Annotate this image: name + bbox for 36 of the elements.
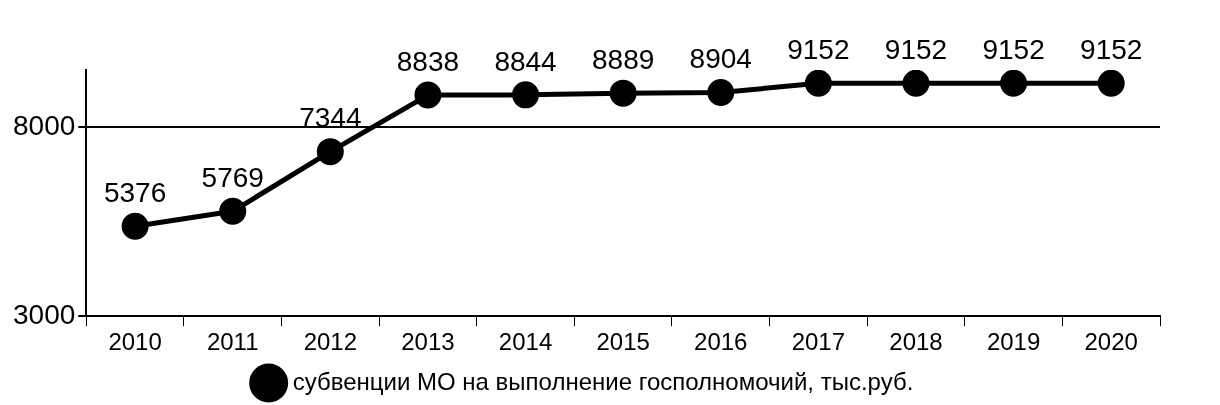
point xyxy=(707,79,735,107)
data-label: 5376 xyxy=(103,176,167,208)
x-tick-label: 2013 xyxy=(401,328,455,356)
point xyxy=(1097,70,1125,97)
y-tick-label: 3000 xyxy=(12,298,76,330)
point xyxy=(902,70,930,97)
data-label: 8844 xyxy=(494,45,557,77)
x-tick-label: 2020 xyxy=(1084,328,1138,356)
data-label: 7344 xyxy=(299,102,362,134)
x-tick-label: 2014 xyxy=(498,328,553,356)
point xyxy=(121,212,149,240)
point xyxy=(1000,70,1028,97)
x-tick-label: 2015 xyxy=(596,328,650,356)
data-label: 9152 xyxy=(982,33,1045,65)
data-label: 9152 xyxy=(1080,33,1143,65)
legend-label: субвенции МО на выполнение госполномочий, тыс.руб. xyxy=(292,367,914,395)
data-label: 9152 xyxy=(787,33,850,65)
x-tick-label: 2011 xyxy=(206,328,259,356)
x-tick-label: 2017 xyxy=(791,328,846,356)
point xyxy=(316,138,344,166)
data-label: 8889 xyxy=(592,43,655,75)
x-tick-label: 2012 xyxy=(303,328,358,356)
x-tick-label: 2016 xyxy=(694,328,748,356)
x-tick-label: 2010 xyxy=(108,328,162,356)
point xyxy=(414,81,442,109)
point xyxy=(219,197,247,225)
point xyxy=(609,79,637,107)
x-tick-label: 2019 xyxy=(986,328,1041,356)
point xyxy=(804,70,832,97)
point xyxy=(512,81,540,109)
data-label: 5769 xyxy=(201,162,264,194)
data-label: 8838 xyxy=(396,45,460,77)
data-label: 8904 xyxy=(689,43,752,75)
x-tick-label: 2018 xyxy=(889,328,943,356)
data-label: 9152 xyxy=(884,33,948,65)
y-tick-label: 8000 xyxy=(12,109,76,141)
